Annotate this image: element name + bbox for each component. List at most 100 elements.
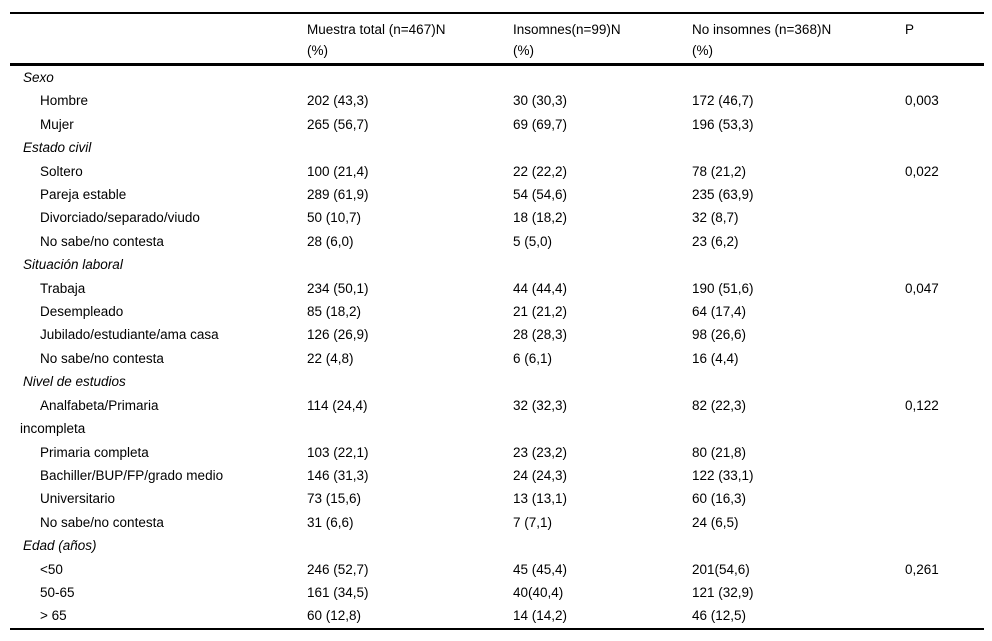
cell-value: 265 (56,7) (307, 116, 369, 132)
cell-value: 6 (6,1) (513, 350, 553, 366)
cell-value (905, 113, 984, 136)
row-label: Analfabeta/Primaria incompleta (20, 397, 159, 437)
cell-value: 201(54,6) (692, 561, 750, 577)
table-row: Primaria completa 103 (22,1) 23 (23,2) 80 (… (10, 441, 984, 464)
demographics-table: Muestra total (n=467)N (%) Insomnes(n=99… (10, 12, 984, 630)
cell-value: 54 (54,6) (513, 187, 568, 203)
row-label: Pareja estable (40, 187, 127, 203)
table-row: Jubilado/estudiante/ama casa 126 (26,9) 28… (10, 323, 984, 346)
table-row: No sabe/no contesta 22 (4,8) 6 (6,1) 16 (4,… (10, 347, 984, 370)
cell-value: 0,261 (905, 561, 939, 577)
cell-value: 98 (26,6) (692, 327, 747, 343)
table-row: Pareja estable 289 (61,9) 54 (54,6) 235 (63… (10, 183, 984, 206)
table-row: Trabaja 234 (50,1) 44 (44,4) 190 (51,6) 0,04… (10, 277, 984, 300)
cell-value: 121 (32,9) (692, 584, 754, 600)
header-insomnes-line1: Insomnes(n=99)N (513, 22, 621, 37)
section-header-row: Nivel de estudios (10, 370, 984, 393)
table-row: Bachiller/BUP/FP/grado medio 146 (31,3) 24… (10, 464, 984, 487)
row-label: 50-65 (40, 584, 75, 600)
header-muestra-total-line1: Muestra total (n=467)N (307, 22, 446, 37)
cell-value: 60 (16,3) (692, 491, 747, 507)
cell-value: 45 (45,4) (513, 561, 568, 577)
cell-value (905, 347, 984, 370)
header-no-insomnes-line1: No insomnes (n=368)N (692, 22, 832, 37)
cell-value: 40(40,4) (513, 584, 564, 600)
cell-value: 28 (6,0) (307, 233, 354, 249)
cell-value: 31 (6,6) (307, 514, 354, 530)
cell-value: 14 (14,2) (513, 608, 568, 624)
cell-value: 161 (34,5) (307, 584, 369, 600)
cell-value: 46 (12,5) (692, 608, 747, 624)
cell-value: 18 (18,2) (513, 210, 568, 226)
header-insomnes-line2: (%) (513, 43, 534, 58)
cell-value (905, 206, 984, 229)
section-title: Situación laboral (23, 257, 123, 273)
cell-value: 30 (30,3) (513, 93, 568, 109)
row-label: Divorciado/separado/viudo (40, 210, 200, 226)
cell-value (905, 487, 984, 510)
cell-value: 246 (52,7) (307, 561, 369, 577)
table-header-row: Muestra total (n=467)N (%) Insomnes(n=99… (10, 13, 984, 66)
section-title: Sexo (23, 70, 54, 85)
table-row: No sabe/no contesta 31 (6,6) 7 (7,1) 24 (6,… (10, 511, 984, 534)
cell-value (905, 604, 984, 628)
cell-value: 85 (18,2) (307, 304, 362, 320)
cell-value (905, 511, 984, 534)
cell-value: 60 (12,8) (307, 608, 362, 624)
cell-value: 114 (24,4) (307, 397, 368, 413)
cell-value (905, 300, 984, 323)
cell-value (905, 230, 984, 253)
cell-value: 0,022 (905, 163, 939, 179)
cell-value: 0,047 (905, 280, 939, 296)
row-label: Mujer (40, 116, 74, 132)
cell-value (905, 323, 984, 346)
table-row: <50 246 (52,7) 45 (45,4) 201(54,6) 0,261 (10, 558, 984, 581)
header-no-insomnes-line2: (%) (692, 43, 713, 58)
table-row: Desempleado 85 (18,2) 21 (21,2) 64 (17,4) (10, 300, 984, 323)
cell-value (905, 464, 984, 487)
section-title: Nivel de estudios (23, 374, 126, 390)
header-empty (10, 13, 307, 66)
row-label: > 65 (40, 608, 67, 624)
cell-value: 24 (24,3) (513, 467, 568, 483)
row-label: Soltero (40, 163, 83, 179)
cell-value: 32 (8,7) (692, 210, 739, 226)
cell-value: 234 (50,1) (307, 280, 369, 296)
row-label: Trabaja (40, 280, 86, 296)
section-header-row: Situación laboral (10, 253, 984, 276)
cell-value: 64 (17,4) (692, 304, 747, 320)
cell-value: 16 (4,4) (692, 350, 739, 366)
table-row: Mujer 265 (56,7) 69 (69,7) 196 (53,3) (10, 113, 984, 136)
cell-value: 190 (51,6) (692, 280, 754, 296)
row-label: No sabe/no contesta (40, 233, 164, 249)
cell-value (905, 581, 984, 604)
row-label: No sabe/no contesta (40, 514, 164, 530)
cell-value: 80 (21,8) (692, 444, 747, 460)
cell-value: 196 (53,3) (692, 116, 754, 132)
cell-value: 235 (63,9) (692, 187, 754, 203)
section-header-row: Edad (años) (10, 534, 984, 557)
cell-value: 103 (22,1) (307, 444, 369, 460)
table-row: Divorciado/separado/viudo 50 (10,7) 18 (18… (10, 206, 984, 229)
cell-value: 172 (46,7) (692, 93, 754, 109)
section-title: Estado civil (23, 140, 92, 156)
cell-value: 146 (31,3) (307, 467, 369, 483)
table-row: Soltero 100 (21,4) 22 (22,2) 78 (21,2) 0,022 (10, 160, 984, 183)
cell-value: 73 (15,6) (307, 491, 362, 507)
cell-value: 122 (33,1) (692, 467, 754, 483)
row-label: Hombre (40, 93, 89, 109)
table-row: Universitario 73 (15,6) 13 (13,1) 60 (16,3) (10, 487, 984, 510)
table-row: No sabe/no contesta 28 (6,0) 5 (5,0) 23 (6,… (10, 230, 984, 253)
header-p-value: P (905, 13, 984, 66)
section-header-row: Sexo (10, 65, 984, 90)
row-label: Jubilado/estudiante/ama casa (40, 327, 219, 343)
cell-value: 126 (26,9) (307, 327, 369, 343)
cell-value (905, 441, 984, 464)
cell-value (905, 183, 984, 206)
cell-value: 0,122 (905, 397, 939, 413)
section-title: Edad (años) (23, 538, 97, 554)
cell-value: 7 (7,1) (513, 514, 553, 530)
cell-value: 69 (69,7) (513, 116, 568, 132)
header-muestra-total: Muestra total (n=467)N (%) (307, 13, 513, 66)
cell-value: 44 (44,4) (513, 280, 568, 296)
